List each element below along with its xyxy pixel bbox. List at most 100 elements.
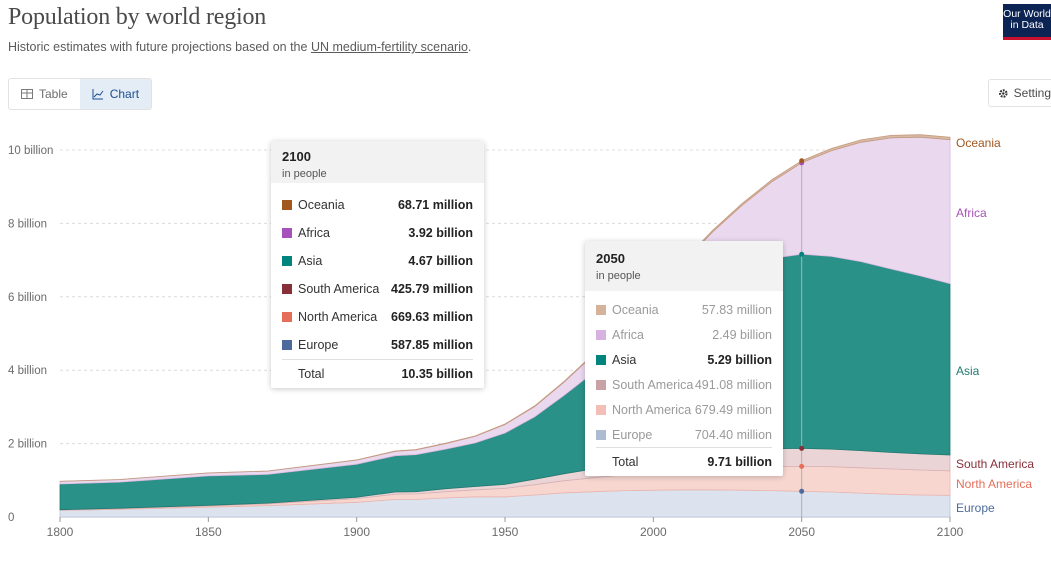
tooltip-2050-row-value: 491.08 million	[694, 377, 772, 392]
view-tabs: Table Chart	[8, 78, 153, 110]
tooltip-2100-row-europe: Europe 587.85 million	[271, 331, 484, 359]
tooltip-2100-row-south-america: South America 425.79 million	[271, 275, 484, 303]
y-tick-label: 8 billion	[8, 218, 47, 230]
tooltip-2100-total-value: 10.35 billion	[401, 367, 473, 381]
tab-chart[interactable]: Chart	[79, 79, 152, 109]
legend-swatch	[596, 329, 606, 340]
legend-swatch	[596, 379, 606, 390]
series-label-north-america: North America	[956, 477, 1032, 491]
tooltip-2050-row-value: 679.49 million	[694, 402, 772, 417]
tooltip-2100-year: 2100	[282, 149, 311, 164]
x-tick-label: 1950	[492, 525, 519, 539]
tooltip-2050-year: 2050	[596, 251, 625, 266]
tooltip-2100-unit: in people	[282, 168, 327, 180]
tooltip-2050-row-asia: Asia 5.29 billion	[585, 347, 783, 372]
tooltip-2100-row-value: 4.67 billion	[408, 254, 473, 268]
y-tick-label: 10 billion	[8, 145, 53, 157]
chart-hover	[799, 158, 805, 517]
tooltip-2100-row-value: 587.85 million	[391, 338, 473, 352]
tooltip-2100-total: Total 10.35 billion	[282, 359, 473, 388]
hover-point-south-america	[799, 445, 805, 451]
tooltip-2050-row-africa: Africa 2.49 billion	[585, 322, 783, 347]
legend-swatch	[282, 256, 292, 266]
tooltip-2050-row-value: 5.29 billion	[707, 352, 772, 367]
subtitle-end: .	[467, 40, 472, 54]
x-tick-label: 2000	[640, 525, 667, 539]
tooltip-2100-total-label: Total	[298, 367, 325, 381]
area-oceania	[59, 134, 951, 482]
tooltip-2050-row-name: Europe	[612, 427, 653, 442]
tooltip-2050-row-name: North America	[612, 402, 692, 417]
y-tick-label: 2 billion	[8, 439, 47, 451]
tooltip-2050-unit: in people	[596, 270, 641, 282]
legend-swatch	[282, 312, 292, 322]
tooltip-2100-header: 2100 in people	[271, 141, 484, 183]
x-tick-label: 2050	[788, 525, 815, 539]
tooltip-2100-row-name: South America	[298, 282, 380, 296]
tab-chart-label: Chart	[109, 87, 140, 101]
tooltip-2050-row-europe: Europe 704.40 million	[585, 422, 783, 447]
tooltip-2050-row-oceania: Oceania 57.83 million	[585, 297, 783, 322]
tooltip-2100-rows: Oceania 68.71 million Africa 3.92 billion As…	[271, 191, 484, 359]
legend-swatch	[282, 284, 292, 294]
tooltip-2050-row-name: Oceania	[612, 302, 659, 317]
chart-areas	[59, 134, 951, 518]
x-tick-label: 2100	[937, 525, 964, 539]
y-tick-label: 0	[8, 512, 14, 524]
tooltip-2100: 2100 in people Oceania 68.71 million Afric…	[271, 141, 484, 388]
series-label-south-america: South America	[956, 457, 1034, 471]
tooltip-2100-row-value: 425.79 million	[391, 282, 473, 296]
x-axis-ticks: 1800 1850 1900 1950 2000 2050 2100	[47, 517, 964, 539]
tooltip-2050-total-value: 9.71 billion	[707, 455, 772, 469]
logo-line-2: in Data	[1010, 19, 1044, 31]
tooltip-2100-row-name: Asia	[298, 254, 323, 268]
hover-point-europe	[799, 488, 805, 494]
legend-swatch	[596, 304, 606, 315]
tooltip-2050-rows: Oceania 57.83 million Africa 2.49 billion As…	[585, 297, 783, 447]
page-subtitle: Historic estimates with future projectio…	[8, 40, 471, 54]
legend-swatch	[596, 354, 606, 365]
owid-logo[interactable]: Our World in Data	[1003, 4, 1051, 40]
series-label-africa: Africa	[956, 206, 987, 220]
tooltip-2100-row-asia: Asia 4.67 billion	[271, 247, 484, 275]
y-axis-ticks: 0 2 billion 4 billion 6 billion 8 billion 10 …	[8, 145, 53, 524]
series-label-oceania: Oceania	[956, 136, 1001, 150]
hover-point-asia	[799, 251, 805, 257]
y-tick-label: 6 billion	[8, 292, 47, 304]
gear-icon	[999, 88, 1008, 98]
tooltip-2050-header: 2050 in people	[585, 241, 783, 291]
legend-swatch	[282, 200, 292, 210]
series-label-asia: Asia	[956, 364, 980, 378]
tooltip-2050-row-value: 2.49 billion	[712, 327, 772, 342]
hover-point-north-america	[799, 463, 805, 469]
legend-swatch	[596, 429, 606, 440]
series-label-europe: Europe	[956, 501, 995, 515]
tab-table[interactable]: Table	[9, 79, 80, 109]
settings-button[interactable]: Settings	[988, 79, 1051, 107]
x-tick-label: 1800	[47, 525, 74, 539]
tooltip-2100-row-value: 3.92 billion	[408, 226, 473, 240]
tab-table-label: Table	[39, 87, 68, 101]
tooltip-2050-row-name: Africa	[612, 327, 644, 342]
tooltip-2050-row-name: South America	[612, 377, 694, 392]
tooltip-2050: 2050 in people Oceania 57.83 million Afric…	[585, 241, 783, 476]
legend-swatch	[282, 228, 292, 238]
tooltip-2100-row-value: 68.71 million	[397, 198, 473, 212]
tooltip-2050-row-name: Asia	[612, 352, 637, 367]
tooltip-2100-row-name: Africa	[298, 226, 330, 240]
tooltip-2100-row-name: Europe	[298, 338, 339, 352]
un-scenario-link[interactable]: UN medium-fertility scenario	[310, 40, 468, 54]
chart-icon	[92, 89, 104, 100]
tooltip-2100-row-oceania: Oceania 68.71 million	[271, 191, 484, 219]
tooltip-2100-row-north-america: North America 669.63 million	[271, 303, 484, 331]
logo-line-1: Our World	[1003, 8, 1051, 20]
tooltip-2100-row-africa: Africa 3.92 billion	[271, 219, 484, 247]
series-labels: Europe North America South America Asia Afri…	[956, 136, 1034, 515]
page-title: Population by world region	[8, 4, 267, 30]
tooltip-2100-row-name: North America	[298, 310, 378, 324]
tooltip-2050-row-north-america: North America 679.49 million	[585, 397, 783, 422]
tooltip-2100-row-name: Oceania	[298, 198, 345, 212]
subtitle-text: Historic estimates with future projectio…	[8, 40, 311, 54]
x-tick-label: 1900	[343, 525, 370, 539]
